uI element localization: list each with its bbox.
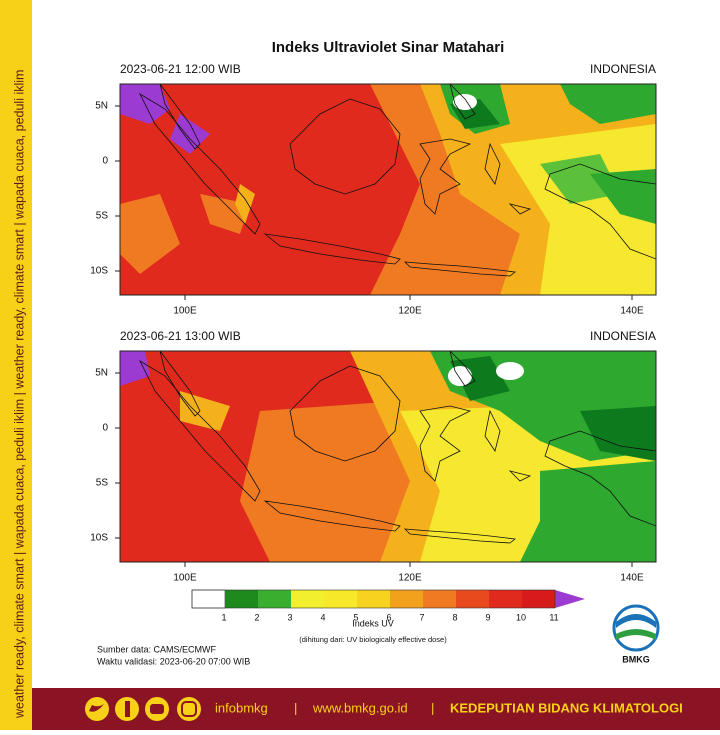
validity: Waktu validasi: 2023-06-20 07:00 WIB bbox=[97, 656, 250, 666]
colorbar-label: 7 bbox=[419, 612, 424, 622]
lat-label: 10S bbox=[90, 266, 108, 277]
uv-map bbox=[119, 350, 657, 563]
colorbar-label: 5 bbox=[353, 612, 358, 622]
sidebar bbox=[0, 0, 32, 730]
lat-label: 5S bbox=[96, 478, 109, 489]
map-timestamp: 2023-06-21 13:00 WIB bbox=[120, 329, 241, 343]
map-region: INDONESIA bbox=[590, 329, 656, 343]
colorbar-note: (dihitung dari: UV biologically effectiv… bbox=[299, 635, 447, 644]
footer-website[interactable]: www.bmkg.go.id bbox=[312, 700, 408, 715]
footer-separator: | bbox=[294, 700, 297, 715]
lat-label: 10S bbox=[90, 533, 108, 544]
uv-map bbox=[119, 83, 657, 296]
source: Sumber data: CAMS/ECMWF bbox=[97, 644, 217, 654]
colorbar-label: 4 bbox=[320, 612, 325, 622]
logo-text: BMKG bbox=[622, 654, 650, 664]
map-timestamp: 2023-06-21 12:00 WIB bbox=[120, 62, 241, 76]
lon-label: 100E bbox=[173, 573, 197, 584]
lat-label: 0 bbox=[102, 156, 108, 167]
colorbar bbox=[191, 589, 585, 609]
colorbar-label: 11 bbox=[549, 612, 558, 622]
lon-label: 140E bbox=[620, 306, 644, 317]
sidebar-text: weather ready, climate smart | wapada cu… bbox=[12, 70, 26, 719]
lon-label: 120E bbox=[398, 306, 422, 317]
lat-label: 5S bbox=[96, 211, 109, 222]
lat-label: 0 bbox=[102, 423, 108, 434]
lat-label: 5N bbox=[95, 101, 108, 112]
colorbar-title: Indeks UV bbox=[352, 618, 394, 628]
colorbar-label: 3 bbox=[287, 612, 292, 622]
instagram-icon[interactable] bbox=[177, 697, 201, 721]
footer-handle[interactable]: infobmkg bbox=[215, 700, 268, 715]
lon-label: 120E bbox=[398, 573, 422, 584]
lon-label: 100E bbox=[173, 306, 197, 317]
lat-label: 5N bbox=[95, 368, 108, 379]
colorbar-label: 6 bbox=[386, 612, 391, 622]
lon-label: 140E bbox=[620, 573, 644, 584]
colorbar-label: 9 bbox=[485, 612, 490, 622]
colorbar-label: 1 bbox=[221, 612, 226, 622]
footer-department: KEDEPUTIAN BIDANG KLIMATOLOGI bbox=[450, 700, 683, 715]
map-region: INDONESIA bbox=[590, 62, 656, 76]
footer-separator: | bbox=[431, 700, 434, 715]
colorbar-label: 10 bbox=[516, 612, 526, 622]
colorbar-label: 8 bbox=[452, 612, 457, 622]
title: Indeks Ultraviolet Sinar Matahari bbox=[272, 39, 505, 56]
colorbar-label: 2 bbox=[254, 612, 259, 622]
social-icons bbox=[85, 697, 201, 721]
bmkg-logo bbox=[612, 604, 660, 652]
